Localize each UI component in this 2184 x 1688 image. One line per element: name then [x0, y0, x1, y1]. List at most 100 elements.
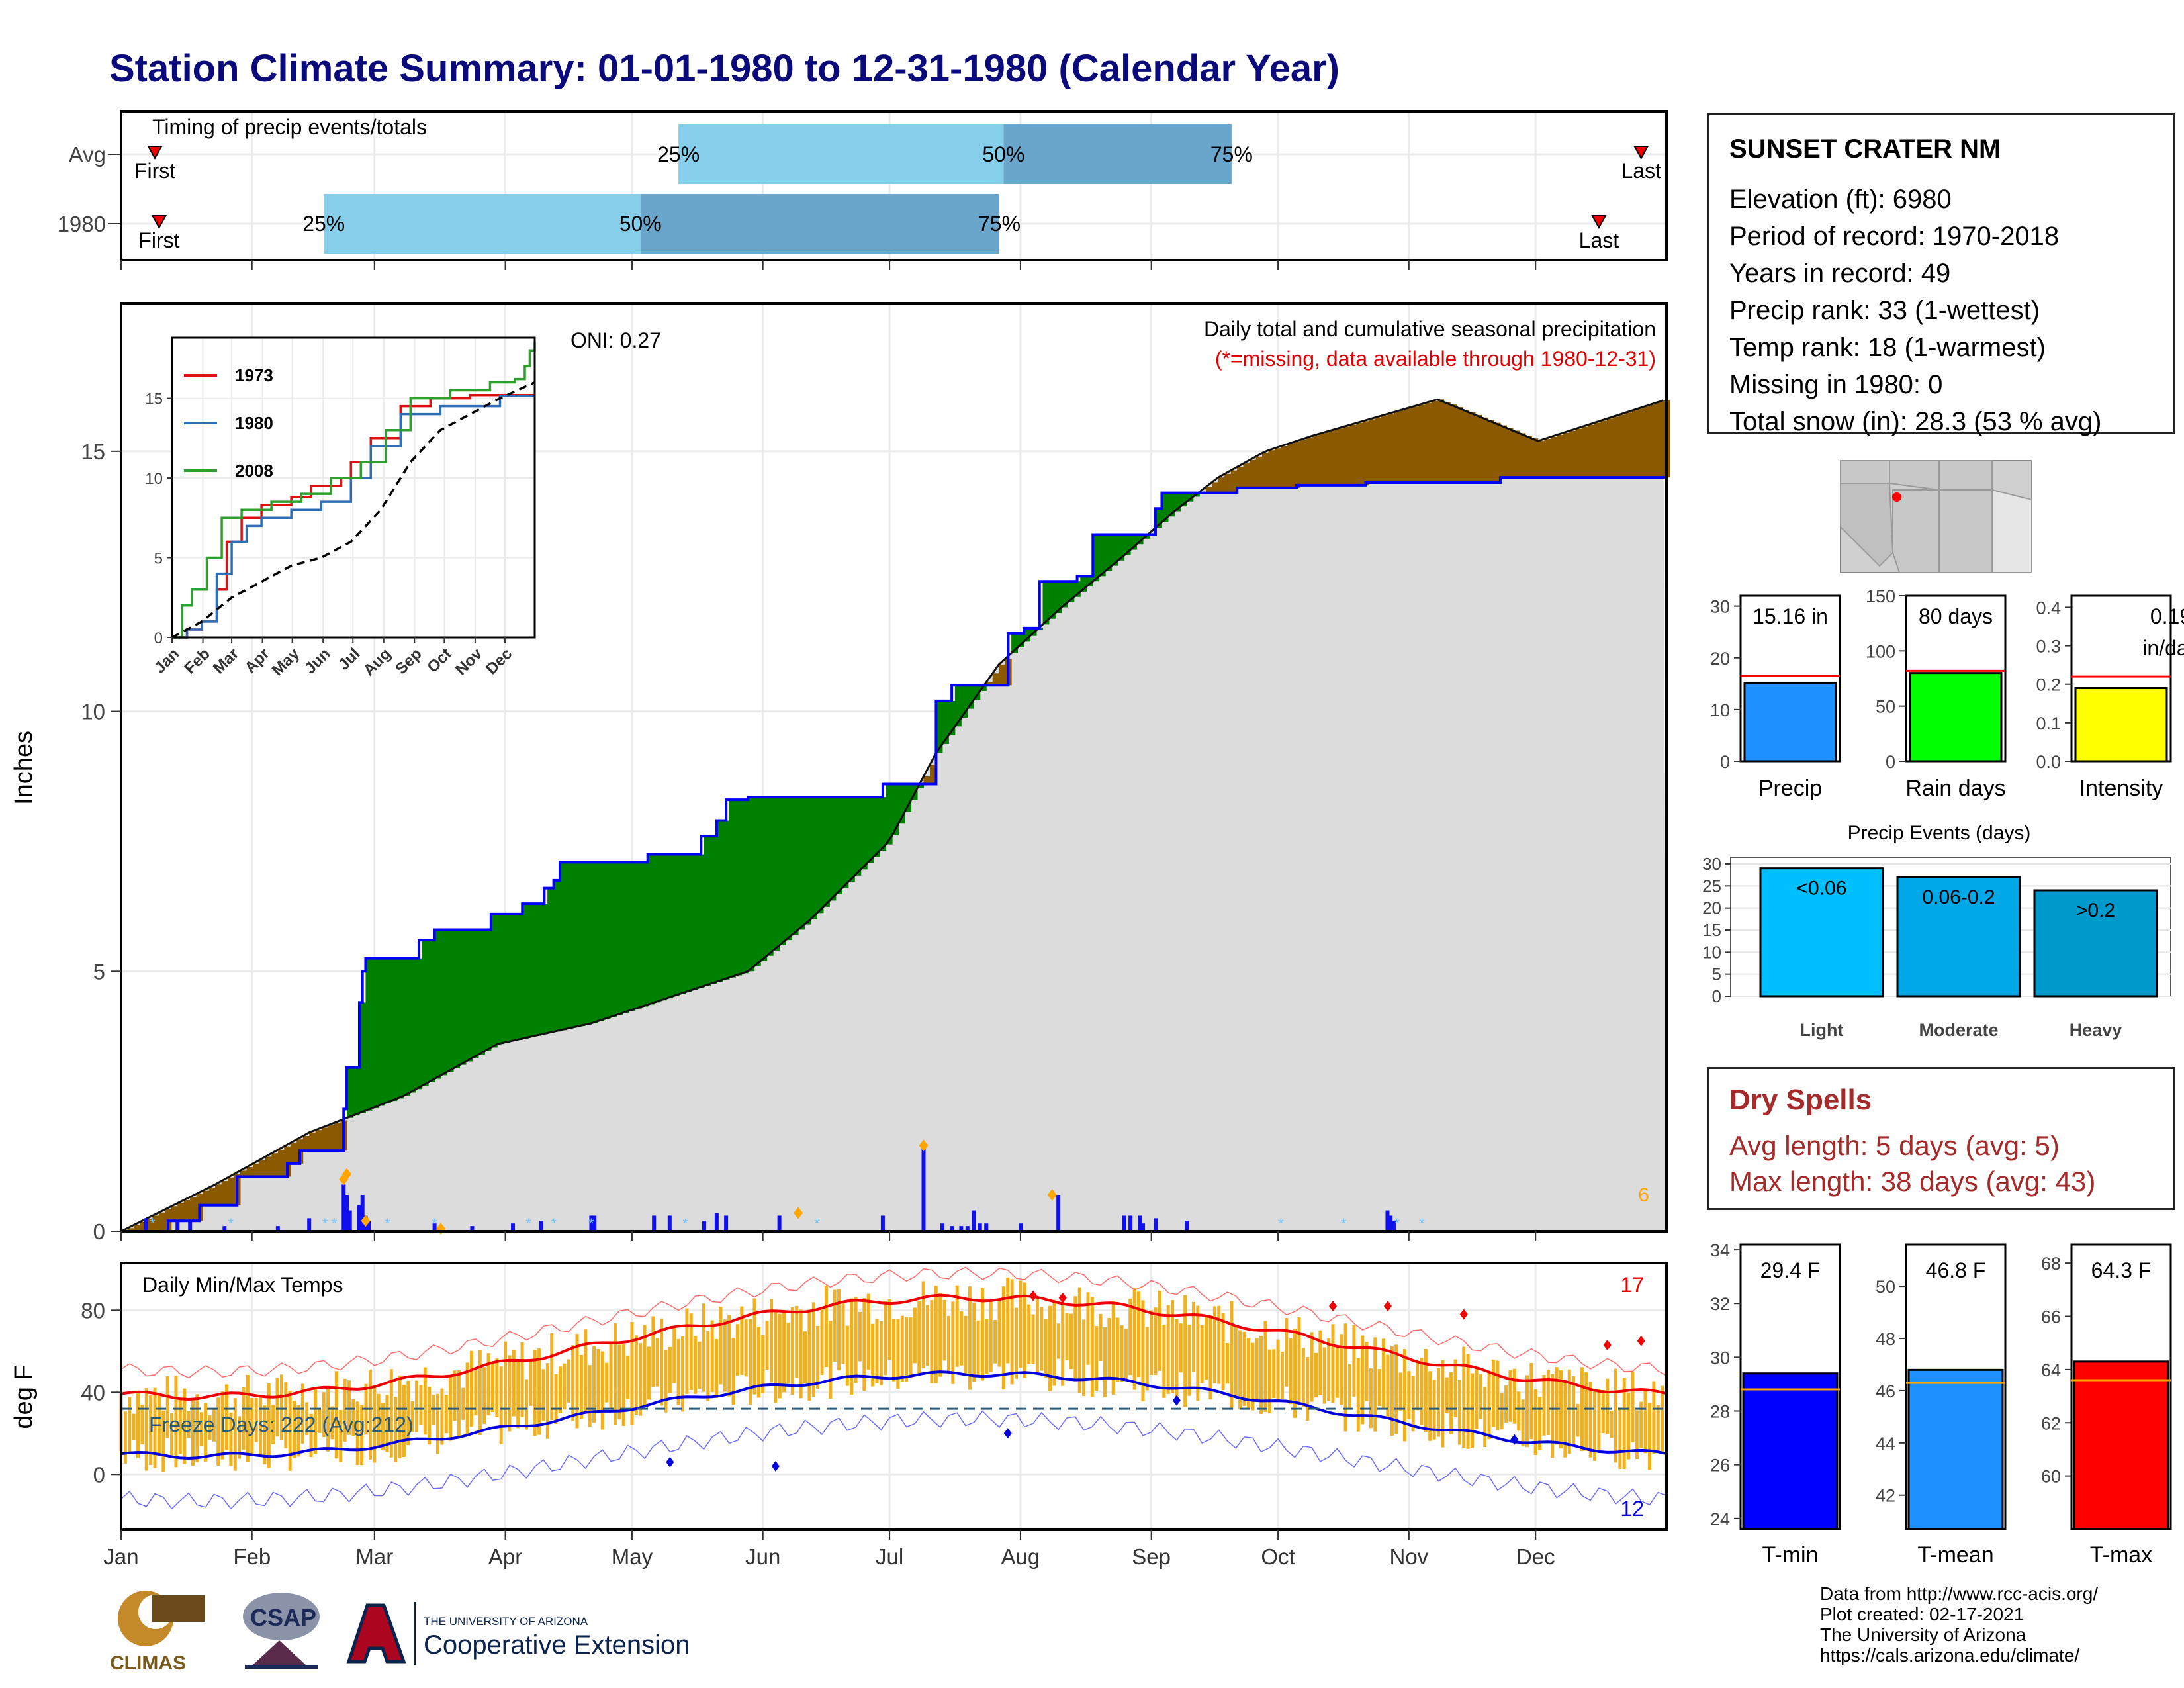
departure-fill — [396, 958, 404, 1099]
departure-fill — [723, 820, 730, 980]
inset-series-line — [172, 394, 535, 639]
daily-temp-bar — [1238, 1330, 1242, 1409]
station-line: Elevation (ft): 6980 — [1729, 185, 1952, 214]
daily-temp-bar — [465, 1362, 469, 1434]
daily-temp-bar — [1015, 1307, 1019, 1379]
daily-temp-bar — [1420, 1358, 1424, 1425]
average-max-line — [120, 1293, 1667, 1401]
departure-fill — [992, 673, 999, 686]
daily-temp-bar — [520, 1342, 524, 1417]
departure-fill — [1255, 456, 1263, 488]
departure-fill — [1187, 492, 1194, 502]
daily-temp-bar — [761, 1335, 765, 1393]
daily-temp-bar — [617, 1344, 621, 1420]
daily-temp-bar — [634, 1335, 638, 1415]
daily-temp-bar — [377, 1393, 381, 1446]
departure-fill — [371, 958, 379, 1109]
last-event-marker — [1591, 215, 1607, 230]
departure-fill — [1418, 404, 1426, 483]
daily-temp-bar — [1010, 1279, 1014, 1385]
summary-bar-value: 80 days — [1919, 604, 1993, 628]
departure-fill — [560, 862, 567, 1031]
departure-fill — [334, 1123, 341, 1151]
daily-temp-bar — [1217, 1305, 1221, 1384]
daily-temp-bar — [1483, 1387, 1487, 1447]
event-bar-value: >0.2 — [2076, 900, 2115, 921]
daily-temp-bar — [191, 1399, 195, 1466]
daily-temp-bar — [1132, 1288, 1136, 1390]
daily-temp-bar — [300, 1383, 304, 1444]
daily-temp-bar — [976, 1320, 980, 1376]
quartile-label-50: 50% — [982, 142, 1024, 166]
daily-temp-bar — [921, 1281, 925, 1368]
daily-temp-bar — [1196, 1305, 1200, 1401]
daily-temp-bar — [1318, 1330, 1322, 1395]
departure-fill — [1425, 402, 1432, 483]
event-bar-value: <0.06 — [1797, 878, 1847, 900]
daily-temp-bar — [676, 1338, 680, 1405]
departure-fill — [1167, 492, 1175, 517]
daily-temp-bar — [1398, 1372, 1402, 1411]
temp-bar-label: T-mean — [1917, 1542, 1993, 1568]
departure-fill — [1306, 438, 1313, 485]
temps-frame — [120, 1262, 1668, 1531]
departure-fill — [522, 904, 529, 1039]
departure-fill — [1130, 534, 1138, 550]
daily-temp-bar — [132, 1413, 136, 1440]
departure-fill — [1544, 439, 1551, 478]
daily-temp-bar — [246, 1375, 250, 1462]
departure-fill — [779, 797, 786, 946]
daily-temp-bar — [1230, 1301, 1234, 1409]
departure-fill — [1588, 424, 1595, 478]
y-tick-label: 0.1 — [2036, 714, 2061, 733]
departure-fill — [892, 784, 899, 836]
departure-fill — [1068, 581, 1075, 602]
departure-fill — [434, 929, 441, 1079]
precip-frame — [120, 302, 1668, 1233]
departure-fill — [1224, 473, 1232, 493]
summary-bar-value: 0.19 — [2150, 604, 2184, 628]
daily-temp-bar — [368, 1369, 372, 1460]
departure-fill — [1099, 534, 1106, 577]
daily-temp-bar — [149, 1395, 153, 1465]
daily-temp-bar — [1099, 1313, 1103, 1362]
daily-temp-bar — [419, 1385, 423, 1425]
departure-fill — [347, 1067, 353, 1118]
daily-temp-bar — [1141, 1300, 1145, 1402]
station-line: Total snow (in): 28.3 (53 % avg) — [1729, 407, 2102, 436]
daily-temp-bar — [905, 1317, 909, 1382]
departure-fill — [1613, 416, 1620, 478]
daily-temp-bar — [579, 1355, 583, 1419]
daily-temp-bar — [1622, 1378, 1626, 1469]
daily-temp-bar — [1120, 1325, 1124, 1382]
daily-temp-bar — [1001, 1286, 1005, 1390]
daily-temp-bar — [850, 1298, 854, 1395]
daily-temp-bar — [1255, 1338, 1259, 1399]
daily-temp-bar — [279, 1374, 283, 1440]
departure-fill — [246, 1167, 253, 1177]
daily-temp-bar — [871, 1323, 875, 1387]
daily-precip-bar — [275, 1226, 280, 1231]
daily-temp-bar — [1103, 1327, 1107, 1398]
daily-temp-bar — [1661, 1385, 1664, 1452]
departure-fill — [353, 1067, 360, 1116]
departure-fill — [1550, 437, 1557, 478]
daily-precip-bar — [432, 1223, 437, 1231]
daily-temp-bar — [1069, 1313, 1073, 1370]
daily-temp-bar — [309, 1413, 313, 1458]
summary-bars: 0 10 20 30 Precip 15.16 in 0 50 100 150 Rain days 8… — [1710, 586, 2184, 801]
daily-temp-bar — [900, 1315, 904, 1382]
departure-fill — [447, 929, 454, 1072]
daily-temp-bar — [934, 1286, 938, 1383]
departure-fill — [302, 1136, 310, 1151]
precip-title: Daily total and cumulative seasonal prec… — [1204, 317, 1656, 341]
departure-fill — [692, 854, 698, 990]
departure-fill — [842, 797, 849, 888]
departure-fill — [798, 797, 805, 930]
daily-temp-bar — [1411, 1376, 1415, 1432]
daily-temp-bar — [1627, 1392, 1631, 1460]
daily-temp-bar — [1576, 1403, 1580, 1437]
daily-precip-bar — [880, 1215, 885, 1231]
daily-precip-bar — [1185, 1221, 1189, 1231]
departure-fill — [259, 1160, 266, 1177]
